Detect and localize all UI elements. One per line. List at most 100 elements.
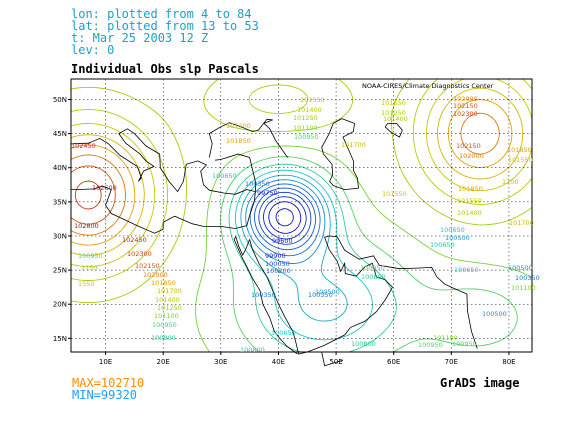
- time-text: t: Mar 25 2003 12 Z: [71, 31, 209, 45]
- x-tick-label: 40E: [272, 358, 285, 366]
- contour-label: 100800: [351, 340, 376, 348]
- contour-label: 101100: [511, 284, 536, 292]
- x-tick-label: 70E: [445, 358, 458, 366]
- isobar-100650: [235, 169, 373, 341]
- lat-lon-grid: [71, 79, 532, 352]
- contour-label: 100500: [508, 264, 533, 272]
- coastline-segment: [208, 118, 289, 158]
- isobar-100800: [228, 163, 397, 353]
- isobar-102150: [70, 165, 116, 225]
- y-tick-label: 30N: [53, 232, 67, 240]
- grads-footer: GrADS image: [440, 376, 520, 390]
- contour-label: 102150: [456, 142, 481, 150]
- contour-label: 99600: [272, 237, 293, 245]
- contour-label: 102450: [71, 142, 96, 150]
- isobar-101250: [70, 78, 533, 304]
- contour-label: 101700: [157, 287, 182, 295]
- y-tick-label: 20N: [53, 301, 67, 309]
- contour-label: 102300: [127, 250, 152, 258]
- contour-labels: 1024501026001028001024501023001021501020…: [71, 95, 540, 354]
- y-tick-label: 40N: [53, 164, 67, 172]
- isobar-99750: [263, 196, 307, 240]
- isobar-100950: [220, 156, 518, 353]
- coastline-segment: [215, 153, 256, 192]
- contour-label: 101400: [383, 115, 408, 123]
- coastline-segment: [71, 185, 256, 234]
- contour-label: 100950: [360, 264, 385, 272]
- coastline-segment: [384, 123, 403, 138]
- x-tick-label: 80E: [502, 358, 515, 366]
- isobar-99600: [268, 201, 302, 234]
- x-tick-label: 50E: [329, 358, 342, 366]
- contour-label: 102300: [453, 110, 478, 118]
- contour-label: 102800: [74, 222, 99, 230]
- x-tick-label: 30E: [214, 358, 227, 366]
- contour-label: 100500: [482, 310, 507, 318]
- contour-label: 102000: [143, 271, 168, 279]
- contour-label: 101100: [154, 312, 179, 320]
- y-tick-label: 50N: [53, 96, 67, 104]
- contour-label: 100350: [245, 180, 270, 188]
- coastline-segment: [249, 235, 478, 355]
- y-tick-label: 25N: [53, 267, 67, 275]
- isobar-100500: [240, 174, 348, 322]
- contour-label: 102150: [135, 262, 160, 270]
- coastline-segment: [321, 118, 359, 191]
- isobar-102000: [70, 112, 500, 236]
- isobar-99450: [275, 208, 294, 227]
- contour-label: 101550: [508, 156, 533, 164]
- lat-range-text: lat: plotted from 13 to 53: [71, 19, 259, 33]
- isobar-101550: [70, 78, 533, 268]
- contour-label: 100500: [445, 234, 470, 242]
- y-axis-ticks: 50N 45N 40N 35N 30N 25N 20N 15N: [53, 96, 71, 343]
- contour-label: 100950: [418, 341, 443, 349]
- x-axis-ticks: 10E 20E 30E 40E 50E 60E 70E 80E: [99, 352, 516, 366]
- contour-label: 100050: [265, 260, 290, 268]
- contour-label: 102600: [92, 184, 117, 192]
- min-value-text: MIN=99320: [72, 388, 138, 402]
- contour-label: 101400: [457, 209, 482, 217]
- coastline-segment: [70, 128, 256, 195]
- contour-label: 101850: [151, 279, 176, 287]
- isobar-102300: [74, 180, 102, 210]
- contour-label: 100950: [78, 252, 103, 260]
- coastline-segment: [321, 351, 344, 367]
- contour-label: 100650: [440, 226, 465, 234]
- contour-label: 100650: [430, 241, 455, 249]
- contour-label: 100500: [315, 288, 340, 296]
- max-value-text: MAX=102710: [72, 376, 145, 390]
- contour-label: 101400: [297, 106, 322, 114]
- contour-label: 100800: [361, 273, 386, 281]
- plot-title: Individual Obs slp Pascals: [71, 62, 259, 76]
- contour-label: 101700: [341, 141, 366, 149]
- y-tick-label: 35N: [53, 198, 67, 206]
- isobar-99900: [258, 191, 312, 245]
- contour-label: 102000: [453, 95, 478, 103]
- contour-label: 100200: [266, 267, 291, 275]
- contour-label: 101700: [509, 219, 534, 227]
- contour-label: 101550: [457, 197, 482, 205]
- contour-label: 100650: [454, 266, 479, 274]
- contour-label: 100950: [294, 133, 319, 141]
- contour-label: 101550: [382, 190, 407, 198]
- contour-label: 101850: [507, 146, 532, 154]
- y-tick-label: 15N: [53, 335, 67, 343]
- isobar-lines: [70, 78, 533, 353]
- contour-label: 101550: [381, 99, 406, 107]
- contour-label: 1150: [81, 264, 98, 272]
- x-tick-label: 20E: [157, 358, 170, 366]
- coastlines: [70, 118, 478, 367]
- contour-label: 100650: [212, 172, 237, 180]
- contour-label: 101700: [226, 122, 251, 130]
- level-text: lev: 0: [71, 43, 115, 57]
- contour-label: 100800: [151, 334, 176, 342]
- contour-label: 100800: [240, 346, 265, 354]
- contour-label: 101550: [300, 96, 325, 104]
- contour-label: 101100: [433, 334, 458, 342]
- contour-label: 101250: [157, 304, 182, 312]
- x-tick-label: 60E: [387, 358, 400, 366]
- y-tick-label: 45N: [53, 130, 67, 138]
- contour-label: 1550: [78, 280, 95, 288]
- contour-label: 99900: [265, 252, 286, 260]
